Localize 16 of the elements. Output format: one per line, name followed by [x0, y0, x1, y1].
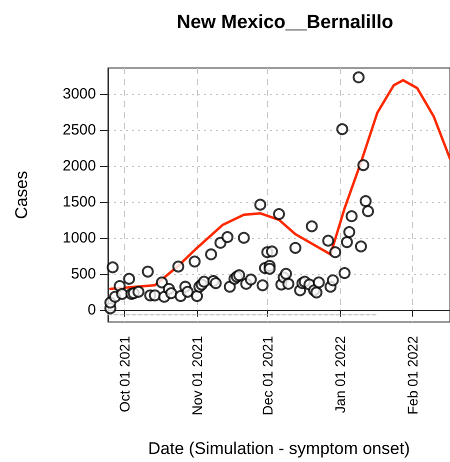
line-series — [109, 78, 450, 290]
x-axis-title: Date (Simulation - symptom onset) — [148, 439, 410, 458]
y-tick-label: 2500 — [62, 121, 96, 138]
x-tick-label: Jan 01 2022 — [332, 336, 348, 414]
chart-title: New Mexico__Bernalillo — [176, 12, 394, 33]
y-axis-title: Cases — [12, 170, 31, 220]
y-tick-label: 0 — [88, 301, 96, 318]
x-tick-label: Feb 01 2022 — [404, 336, 421, 415]
x-tick-label: Dec 01 2021 — [259, 336, 276, 416]
y-tick-label: 2000 — [62, 157, 96, 174]
y-tick-label: 500 — [70, 265, 96, 282]
y-tick-label: 1500 — [62, 193, 96, 210]
x-tick-label: Oct 01 2021 — [116, 336, 132, 412]
y-tick-label: 3000 — [62, 85, 96, 102]
y-tick-label: 1000 — [62, 229, 96, 246]
x-tick-label: Nov 01 2021 — [189, 336, 206, 416]
